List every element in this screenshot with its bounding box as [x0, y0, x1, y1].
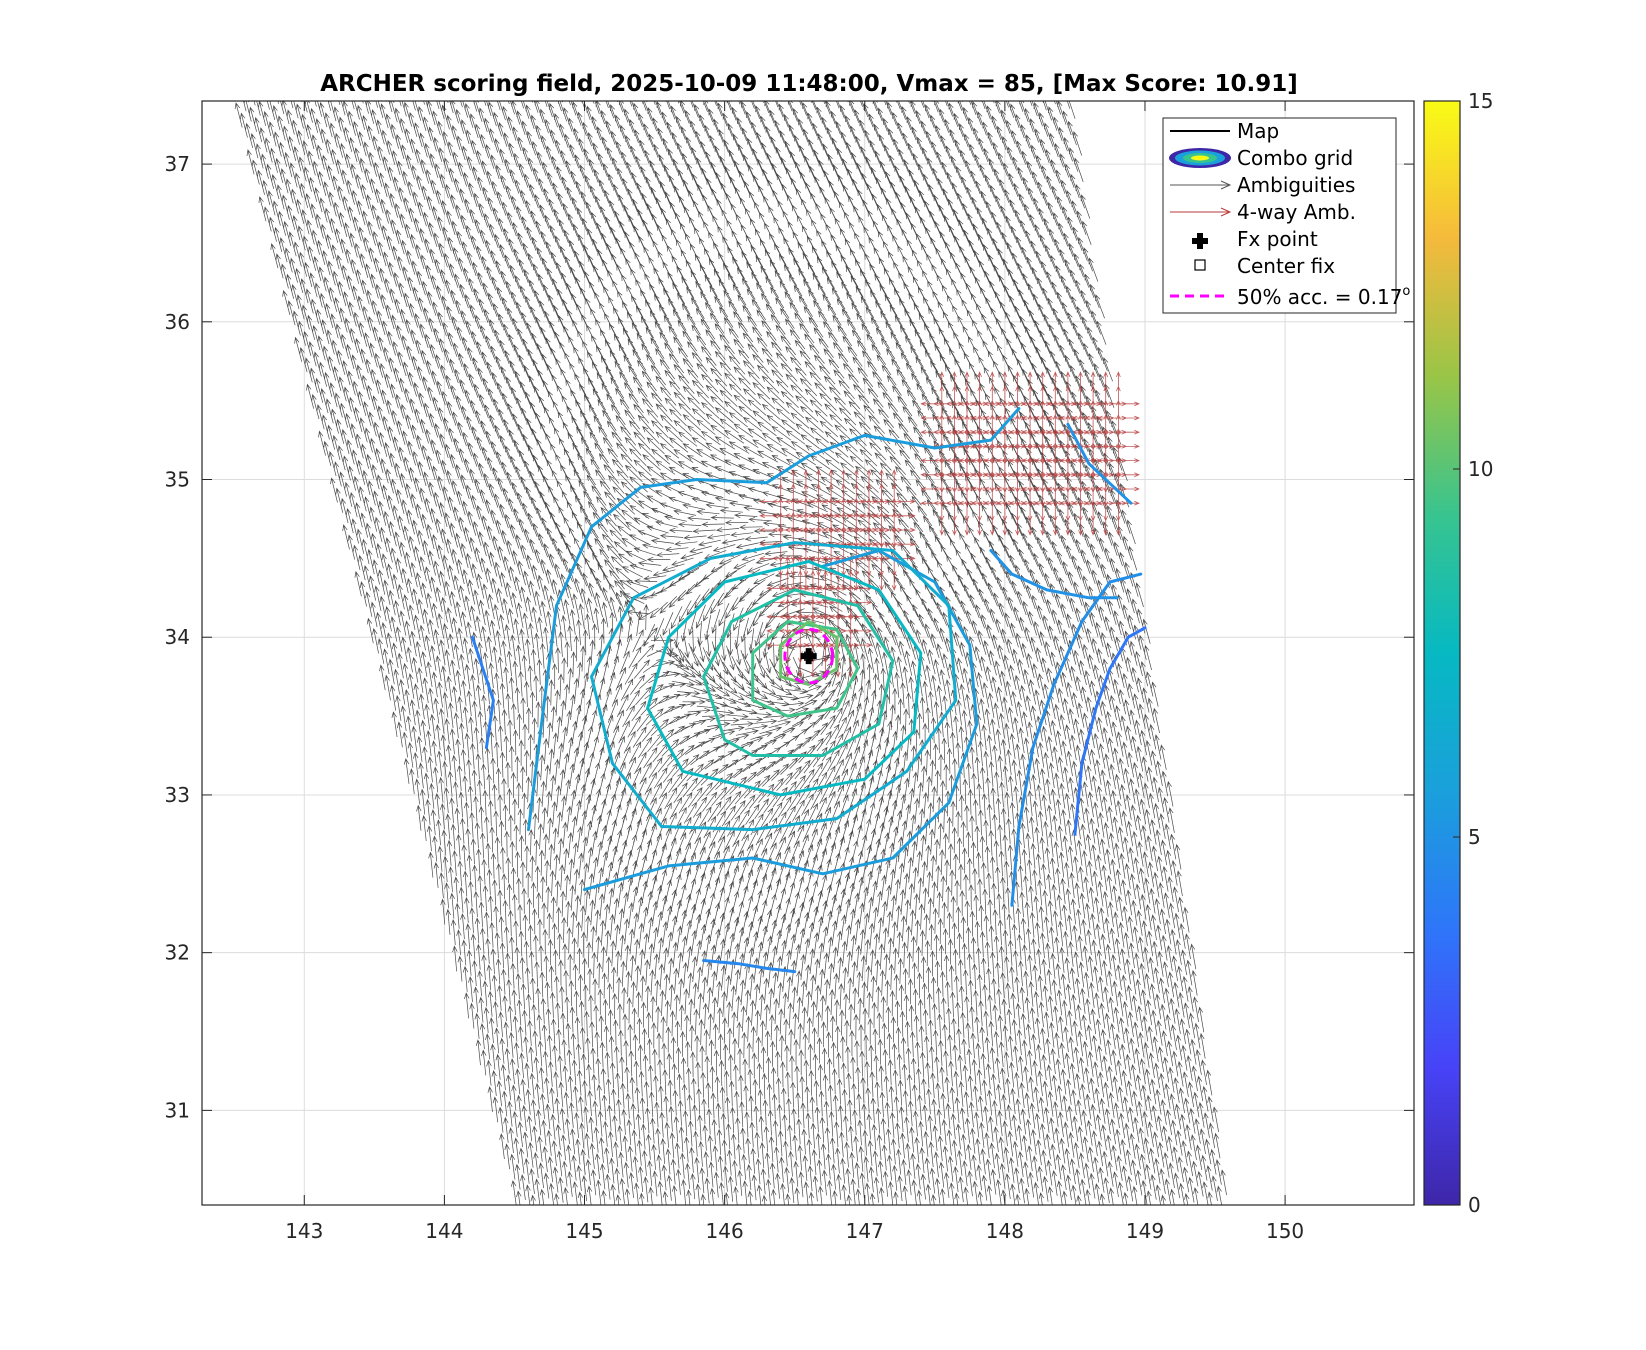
- score-contour: [702, 959, 797, 974]
- y-tick-label: 31: [165, 1098, 190, 1122]
- legend-label-map: Map: [1237, 119, 1279, 143]
- fx-point-marker: [800, 648, 817, 665]
- y-tick-label: 34: [165, 625, 190, 649]
- colorbar-frame: [1423, 100, 1461, 1206]
- four-way-vector-path: [759, 371, 1140, 678]
- y-axis-ticks: 31 32 33 34 35 36 37: [165, 152, 1414, 1122]
- legend-label-4way: 4-way Amb.: [1237, 200, 1356, 224]
- score-contour: [779, 620, 839, 686]
- legend-label-center-fix: Center fix: [1237, 254, 1335, 278]
- y-tick-label: 33: [165, 783, 190, 807]
- colorbar-gradient: [1424, 101, 1460, 1205]
- legend-symbol-combo: [1169, 148, 1231, 168]
- score-contour: [1010, 572, 1143, 907]
- x-tick-label: 149: [1126, 1219, 1164, 1243]
- legend-symbol-ambiguities: [1170, 180, 1232, 190]
- y-tick-label: 37: [165, 152, 190, 176]
- colorbar-tick-label: 0: [1468, 1193, 1481, 1217]
- legend-symbol-4way: [1170, 207, 1232, 217]
- x-tick-label: 143: [285, 1219, 323, 1243]
- x-tick-label: 144: [425, 1219, 463, 1243]
- x-tick-label: 145: [565, 1219, 603, 1243]
- ambiguity-vectors: [234, 101, 1227, 1205]
- fix-markers: [783, 627, 835, 685]
- four-way-ambiguity-vectors: [759, 371, 1140, 678]
- colorbar-tick-label: 10: [1468, 457, 1493, 481]
- score-contour: [590, 541, 958, 832]
- legend-label-fx-point: Fx point: [1237, 227, 1318, 251]
- legend-accuracy-text: 50% acc. = 0.17: [1237, 285, 1402, 309]
- x-tick-label: 150: [1266, 1219, 1304, 1243]
- legend-symbol-center-fix: [1194, 259, 1206, 271]
- score-contour: [751, 620, 860, 718]
- x-tick-label: 146: [706, 1219, 744, 1243]
- score-contour: [1066, 422, 1133, 505]
- legend-label-ambiguities: Ambiguities: [1237, 173, 1355, 197]
- legend-symbol-fx-point: [1192, 233, 1208, 249]
- x-tick-label: 147: [846, 1219, 884, 1243]
- center-fix-marker: [804, 651, 814, 661]
- accuracy-circle: [783, 627, 835, 685]
- colorbar-tick-label: 15: [1468, 89, 1493, 113]
- chart-title: ARCHER scoring field, 2025-10-09 11:48:0…: [320, 71, 1298, 97]
- score-contour: [702, 588, 895, 757]
- x-axis-ticks: 143 144 145 146 147 148 149 150: [285, 101, 1304, 1243]
- x-tick-label: 148: [986, 1219, 1024, 1243]
- legend-label-combo: Combo grid: [1237, 146, 1353, 170]
- legend: Map Combo grid Ambiguities 4-way Amb. Fx…: [1162, 117, 1410, 314]
- y-tick-label: 36: [165, 310, 190, 334]
- score-contour: [1073, 626, 1147, 836]
- ambiguity-vector-path: [234, 101, 1227, 1205]
- score-contour: [527, 407, 1021, 832]
- legend-label-accuracy: 50% acc. = 0.17o: [1237, 284, 1410, 309]
- score-contour: [646, 560, 923, 797]
- score-contour: [989, 549, 1119, 600]
- score-contour: [470, 635, 495, 750]
- legend-accuracy-degree: o: [1402, 284, 1410, 299]
- combo-grid-contours: [470, 407, 1147, 974]
- axes-frame: [201, 100, 1415, 1206]
- colorbar: 0 5 10 15: [1423, 89, 1493, 1217]
- colorbar-tick-label: 5: [1468, 825, 1481, 849]
- y-tick-label: 32: [165, 941, 190, 965]
- y-tick-label: 35: [165, 468, 190, 492]
